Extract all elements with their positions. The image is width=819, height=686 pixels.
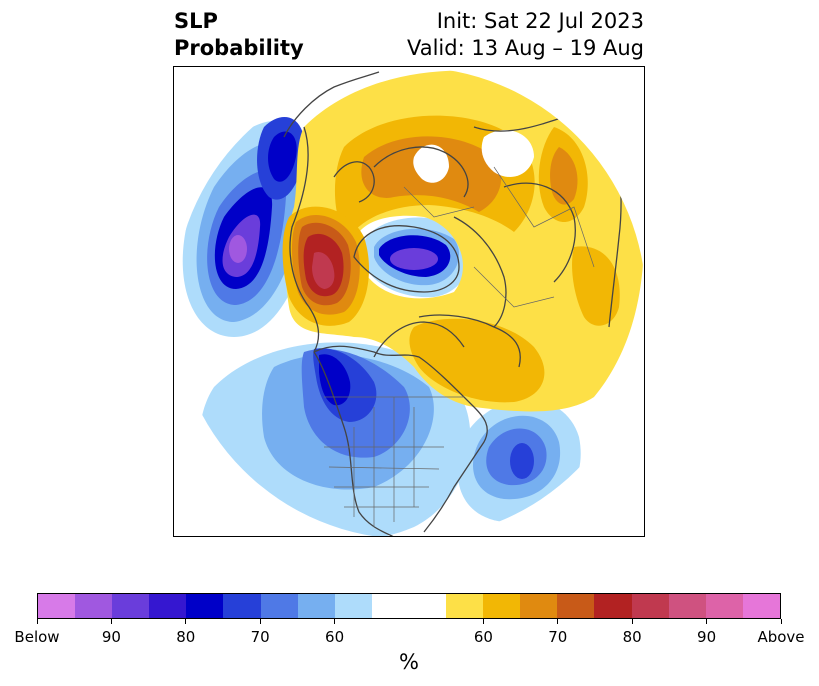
colorbar-segment [112, 594, 150, 618]
colorbar-tick-mark [36, 619, 38, 624]
colorbar-segment [742, 594, 780, 618]
colorbar [37, 593, 781, 619]
colorbar-tick-label: 80 [622, 628, 642, 646]
colorbar-segment [223, 594, 261, 618]
colorbar-segment [260, 594, 298, 618]
colorbar-tick-label: 60 [473, 628, 493, 646]
colorbar-tick-label: 70 [250, 628, 270, 646]
colorbar-segment [705, 594, 743, 618]
colorbar-tick-mark [110, 619, 112, 624]
colorbar-segment [594, 594, 632, 618]
title-product: Probability [174, 36, 304, 60]
colorbar-segment [557, 594, 595, 618]
probability-map [174, 67, 644, 536]
colorbar-segment [446, 594, 484, 618]
colorbar-tick-mark [334, 619, 336, 624]
colorbar-segment [297, 594, 335, 618]
colorbar-tick-label: Above [757, 628, 805, 646]
political-boundaries [324, 166, 595, 527]
init-date: Init: Sat 22 Jul 2023 [436, 9, 644, 33]
colorbar-tick-mark [482, 619, 484, 624]
colorbar-tick-label: 60 [325, 628, 345, 646]
colorbar-unit-label: % [399, 650, 419, 674]
colorbar-tick-label: 90 [697, 628, 717, 646]
colorbar-tick-mark [631, 619, 633, 624]
colorbar-segment [371, 594, 409, 618]
colorbar-tick-label: 70 [548, 628, 568, 646]
colorbar-tick-mark [557, 619, 559, 624]
anomaly-north-pacific-below [182, 117, 314, 337]
anomaly-arctic-above-strong [282, 206, 369, 326]
valid-range: Valid: 13 Aug – 19 Aug [406, 36, 644, 60]
colorbar-tick-mark [185, 619, 187, 624]
colorbar-tick-label: 80 [176, 628, 196, 646]
anomaly-north-atlantic-below [457, 399, 581, 522]
anomaly-north-america-below [199, 342, 471, 536]
colorbar-segment [631, 594, 669, 618]
colorbar-segment [668, 594, 706, 618]
colorbar-tick-mark [780, 619, 782, 624]
colorbar-tick-mark [706, 619, 708, 624]
map-title: SLP Probability [174, 8, 304, 62]
colorbar-segment [334, 594, 372, 618]
colorbar-segment [520, 594, 558, 618]
colorbar-segment [483, 594, 521, 618]
anomaly-eurasia-above [285, 70, 644, 412]
title-variable: SLP [174, 9, 218, 33]
colorbar-tick-label: 90 [101, 628, 121, 646]
colorbar-segment [38, 594, 76, 618]
colorbar-tick-label: Below [14, 628, 60, 646]
colorbar-segment [75, 594, 113, 618]
colorbar-tick-mark [259, 619, 261, 624]
colorbar-segment [408, 594, 447, 618]
map-panel [173, 66, 645, 537]
colorbar-segment [186, 594, 224, 618]
map-dates: Init: Sat 22 Jul 2023 Valid: 13 Aug – 19… [407, 8, 644, 62]
colorbar-segment [149, 594, 187, 618]
